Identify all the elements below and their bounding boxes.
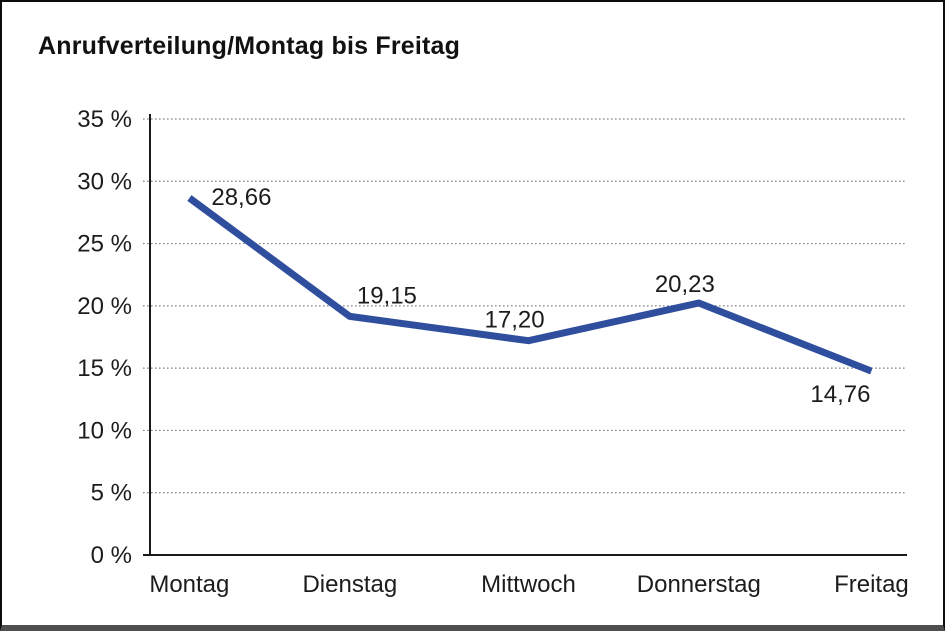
data-point-label: 17,20: [485, 307, 545, 334]
y-axis-tick-label: 10 %: [77, 417, 132, 444]
y-axis-tick-label: 0 %: [91, 542, 132, 569]
y-axis-tick-label: 15 %: [77, 355, 132, 382]
chart-title: Anrufverteilung/Montag bis Freitag: [38, 32, 461, 60]
data-point-label: 19,15: [357, 282, 417, 309]
y-axis-tick-label: 5 %: [91, 480, 132, 507]
x-axis-category-label: Freitag: [834, 571, 909, 598]
y-axis-tick-label: 30 %: [77, 168, 132, 195]
x-axis-category-label: Donnerstag: [637, 571, 761, 598]
x-axis-category-label: Mittwoch: [481, 571, 576, 598]
y-axis-tick-label: 35 %: [77, 106, 132, 133]
data-line: [187, 195, 873, 375]
data-point-label: 14,76: [810, 381, 870, 408]
x-axis-category-label: Dienstag: [302, 571, 397, 598]
data-point-label: 20,23: [655, 271, 715, 298]
data-point-label: 28,66: [211, 184, 271, 211]
x-axis-category-label: Montag: [149, 571, 229, 598]
y-axis-tick-label: 25 %: [77, 231, 132, 258]
y-axis-tick-label: 20 %: [77, 293, 132, 320]
